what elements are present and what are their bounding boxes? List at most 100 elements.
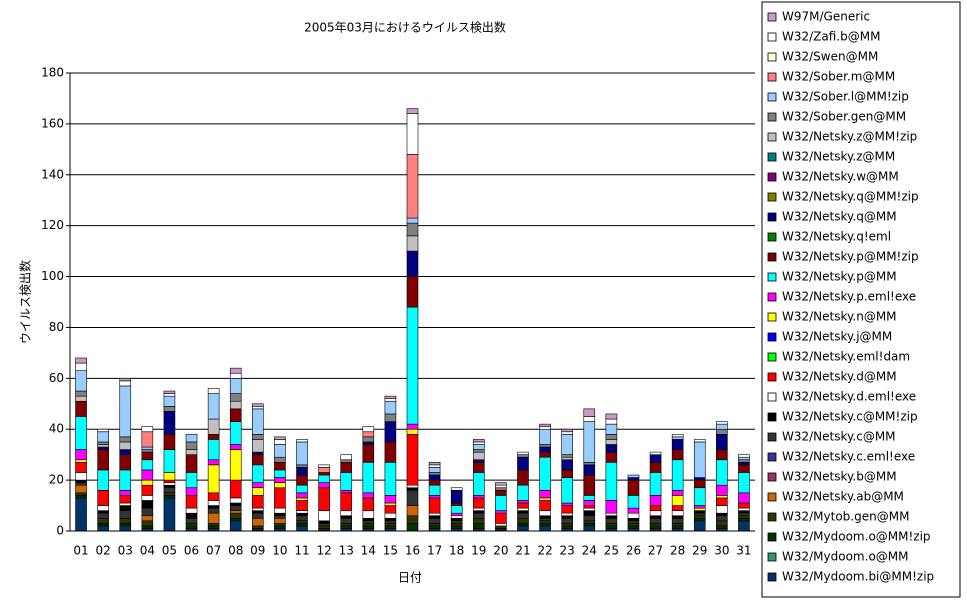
bar-segment: [229, 497, 242, 504]
legend-swatch: [767, 472, 777, 482]
bar-segment: [561, 515, 573, 519]
bar-segment: [362, 444, 375, 463]
bar-segment: [583, 510, 596, 517]
bar-segment: [406, 113, 419, 155]
bar-segment: [649, 495, 662, 506]
bar-segment: [539, 497, 551, 501]
legend-label: W32/Swen@MM: [782, 50, 878, 64]
bar-segment: [384, 395, 397, 399]
bar-segment: [296, 464, 308, 468]
bar-segment: [340, 472, 353, 491]
x-tick-label: 16: [405, 544, 420, 558]
bar-segment: [583, 461, 596, 466]
bar-segment: [738, 520, 750, 532]
legend-label: W32/Netsky.z@MM!zip: [782, 130, 917, 144]
bar-segment: [207, 523, 220, 527]
bar-segment: [119, 441, 132, 450]
legend-swatch: [767, 72, 777, 82]
bar-segment: [340, 525, 353, 529]
bar-segment: [428, 523, 441, 527]
legend-label: W97M/Generic: [782, 10, 870, 24]
legend-swatch: [767, 172, 777, 182]
bar-segment: [274, 439, 286, 445]
bar-segment: [119, 505, 132, 511]
bar-segment: [185, 495, 198, 509]
bar-segment: [252, 439, 264, 453]
bar-segment: [296, 439, 308, 443]
x-tick-label: 20: [493, 544, 508, 558]
bar-segment: [207, 492, 220, 501]
bar-segment: [738, 464, 750, 473]
bar-segment: [318, 510, 330, 522]
bar-segment: [406, 505, 419, 517]
bar-segment: [207, 439, 220, 461]
bar-segment: [163, 449, 176, 473]
bar-segment: [119, 378, 132, 382]
bar-segment: [384, 398, 397, 402]
bar-segment: [450, 489, 463, 504]
bar-segment: [119, 469, 132, 491]
bar-segment: [119, 510, 132, 519]
bar-segment: [472, 495, 485, 499]
bar-segment: [738, 492, 750, 504]
bar-segment: [738, 510, 750, 514]
bar-segment: [539, 517, 551, 522]
bar-segment: [472, 444, 485, 450]
bar-segment: [583, 520, 596, 524]
legend-swatch: [767, 352, 777, 362]
bar-segment: [517, 510, 529, 514]
bar-segment: [472, 441, 485, 445]
bar-segment: [517, 517, 529, 524]
legend-label: W32/Mydoom.o@MM: [782, 550, 909, 564]
bar-segment: [274, 456, 286, 463]
legend-label: W32/Netsky.q!eml: [782, 230, 891, 244]
bar-segment: [406, 515, 419, 524]
bar-segment: [495, 510, 507, 514]
legend-label: W32/Netsky.p@MM!zip: [782, 250, 919, 264]
bar-segment: [450, 515, 463, 519]
x-tick-label: 03: [118, 544, 133, 558]
bar-segment: [406, 484, 419, 489]
bar-segment: [738, 507, 750, 511]
legend-label: W32/Zafi.b@MM: [782, 30, 880, 44]
bar-segment: [362, 431, 375, 438]
legend-label: W32/Mydoom.bi@MM!zip: [782, 570, 934, 584]
bar-segment: [738, 515, 750, 519]
bar-segment: [738, 456, 750, 461]
bar-segment: [362, 497, 375, 511]
x-tick-label: 26: [626, 544, 641, 558]
y-tick-label: 0: [56, 524, 64, 538]
bar-segment: [185, 507, 198, 514]
chart-title: 2005年03月におけるウイルス検出数: [304, 20, 506, 35]
bar-segment: [716, 520, 728, 527]
bar-segment: [472, 523, 485, 529]
legend-label: W32/Sober.gen@MM: [782, 110, 906, 124]
bar-segment: [649, 525, 662, 529]
x-tick-label: 17: [427, 544, 442, 558]
bar-segment: [207, 459, 220, 466]
bar-segment: [97, 517, 109, 524]
x-tick-label: 02: [96, 544, 111, 558]
x-tick-label: 05: [162, 544, 177, 558]
bar-segment: [583, 525, 596, 532]
bar-segment: [472, 439, 485, 443]
bar-segment: [141, 451, 154, 461]
legend-swatch: [767, 272, 777, 282]
bar-segment: [185, 472, 198, 489]
bar-segment: [738, 472, 750, 494]
y-tick-label: 140: [41, 167, 64, 181]
legend-swatch: [767, 532, 777, 542]
bar-segment: [340, 515, 353, 519]
bar-segment: [517, 525, 529, 532]
bar-segment: [207, 418, 220, 435]
bar-segment: [406, 222, 419, 237]
bar-segment: [274, 515, 286, 519]
bar-segment: [274, 487, 286, 509]
bar-segment: [693, 439, 706, 443]
bar-segment: [97, 469, 109, 491]
bar-segment: [229, 510, 242, 514]
bar-segment: [384, 413, 397, 422]
bar-segment: [495, 484, 507, 489]
bar-segment: [318, 520, 330, 524]
bar-segment: [472, 507, 485, 511]
